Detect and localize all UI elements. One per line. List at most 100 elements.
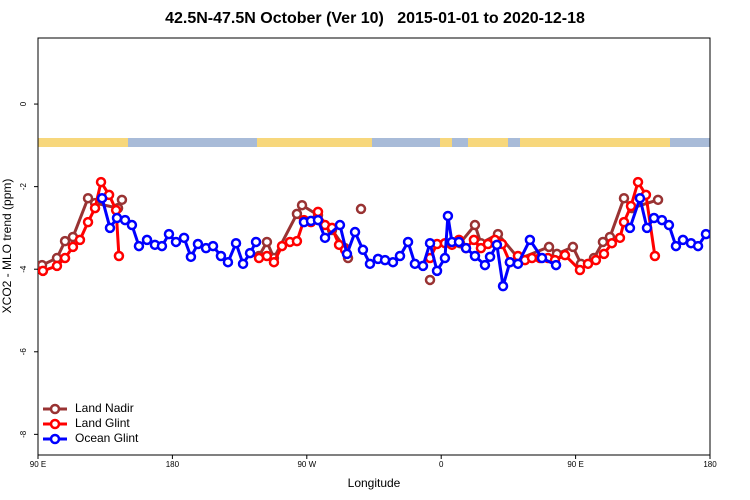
x-tick-label: 0 <box>439 460 444 469</box>
legend-marker <box>49 418 61 430</box>
data-point <box>524 234 536 246</box>
data-point <box>341 248 353 260</box>
legend-marker <box>49 433 61 445</box>
data-point <box>491 239 503 251</box>
data-point <box>296 199 308 211</box>
land-band <box>520 138 670 147</box>
land-band <box>468 138 508 147</box>
data-point <box>641 222 653 234</box>
data-point <box>82 192 94 204</box>
data-point <box>618 216 630 228</box>
data-point <box>574 264 586 276</box>
data-point <box>312 214 324 226</box>
x-axis-label: Longitude <box>348 476 401 490</box>
data-point <box>439 252 451 264</box>
data-point <box>261 236 273 248</box>
data-point <box>319 232 331 244</box>
data-point <box>113 250 125 262</box>
x-tick-label: 180 <box>703 460 717 469</box>
x-tick-label: 90 E <box>567 460 583 469</box>
land-band <box>38 138 128 147</box>
plot-frame <box>37 37 711 456</box>
data-point <box>104 222 116 234</box>
data-point <box>355 203 367 215</box>
y-tick-label: -2 <box>19 183 28 191</box>
data-point <box>96 192 108 204</box>
data-point <box>59 252 71 264</box>
data-point <box>185 251 197 263</box>
data-point <box>442 210 454 222</box>
data-point <box>51 260 63 272</box>
land-band <box>257 138 372 147</box>
data-point <box>215 250 227 262</box>
data-point <box>590 254 602 266</box>
data-point <box>469 250 481 262</box>
data-point <box>598 248 610 260</box>
data-point <box>512 258 524 270</box>
legend-label: Land Glint <box>75 416 130 430</box>
data-point <box>170 236 182 248</box>
data-point <box>504 256 516 268</box>
legend-marker <box>49 403 61 415</box>
data-point <box>559 249 571 261</box>
data-point <box>468 234 480 246</box>
data-point <box>394 250 406 262</box>
data-point <box>453 236 465 248</box>
data-point <box>59 235 71 247</box>
data-point <box>409 258 421 270</box>
data-point <box>222 256 234 268</box>
data-point <box>618 192 630 204</box>
data-point <box>614 232 626 244</box>
chart-title: 42.5N-47.5N October (Ver 10) 2015-01-01 … <box>165 10 585 27</box>
data-point <box>357 244 369 256</box>
data-point <box>656 214 668 226</box>
data-point <box>624 222 636 234</box>
data-point <box>424 274 436 286</box>
data-point <box>119 214 131 226</box>
data-point <box>244 247 256 259</box>
data-point <box>126 219 138 231</box>
x-tick-label: 180 <box>166 460 180 469</box>
data-point <box>192 238 204 250</box>
data-point <box>550 259 562 271</box>
data-point <box>649 250 661 262</box>
data-point <box>634 192 646 204</box>
data-point <box>207 240 219 252</box>
x-tick-label: 90 W <box>297 460 316 469</box>
data-point <box>364 258 376 270</box>
y-axis-label: XCO2 - MLO trend (ppm) <box>0 179 14 314</box>
data-point <box>431 265 443 277</box>
y-tick-label: -4 <box>19 265 28 273</box>
y-tick-label: -6 <box>19 348 28 356</box>
data-point <box>700 228 710 240</box>
data-point <box>677 234 689 246</box>
ocean-band <box>38 138 710 147</box>
data-point <box>67 241 79 253</box>
plot-area <box>38 176 710 292</box>
data-point <box>95 176 107 188</box>
data-point <box>484 251 496 263</box>
data-point <box>163 228 175 240</box>
data-point <box>424 237 436 249</box>
data-point <box>536 252 548 264</box>
data-point <box>334 219 346 231</box>
data-point <box>582 258 594 270</box>
data-point <box>116 194 128 206</box>
x-tick-label: 90 E <box>30 460 46 469</box>
data-point <box>276 240 288 252</box>
data-point <box>469 219 481 231</box>
land-mask <box>38 138 710 147</box>
data-point <box>250 236 262 248</box>
legend-label: Ocean Glint <box>75 431 139 445</box>
data-point <box>38 265 49 277</box>
data-point <box>670 240 682 252</box>
data-point <box>349 226 361 238</box>
data-point <box>141 234 153 246</box>
data-point <box>479 259 491 271</box>
data-point <box>268 256 280 268</box>
data-point <box>402 236 414 248</box>
data-point <box>543 241 555 253</box>
data-point <box>82 216 94 228</box>
data-point <box>567 241 579 253</box>
